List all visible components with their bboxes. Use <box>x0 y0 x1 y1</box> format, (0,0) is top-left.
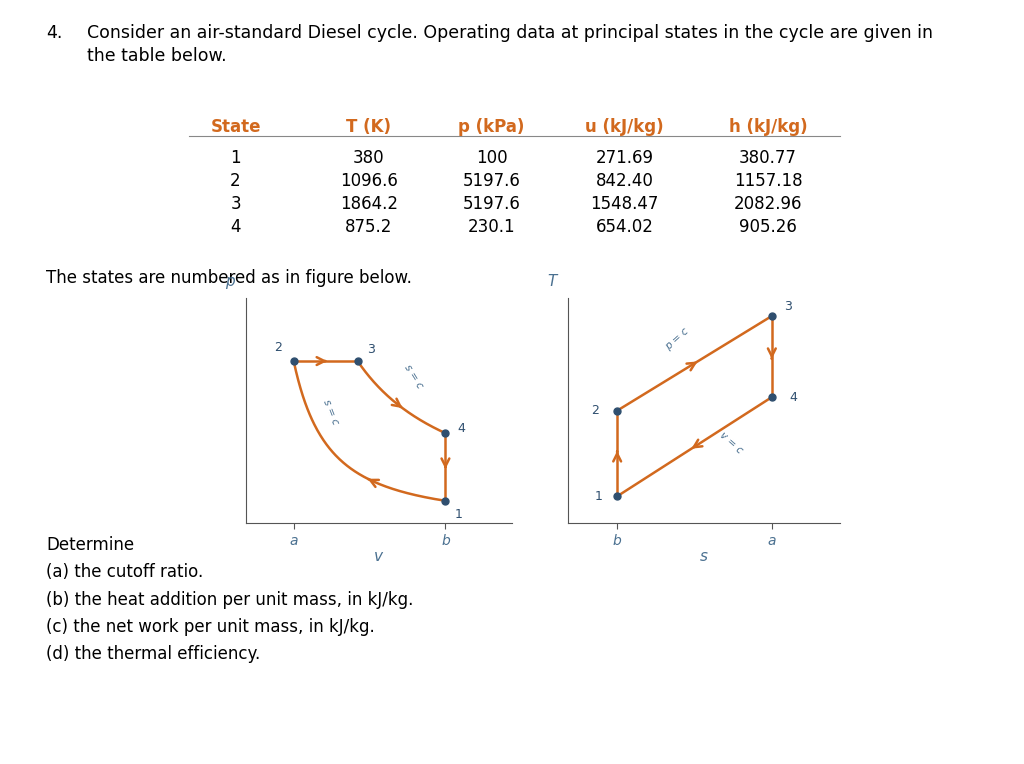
Text: the table below.: the table below. <box>87 47 226 66</box>
Text: State: State <box>210 118 261 137</box>
Text: 3: 3 <box>230 195 241 213</box>
Text: Determine
(a) the cutoff ratio.
(b) the heat addition per unit mass, in kJ/kg.
(: Determine (a) the cutoff ratio. (b) the … <box>46 536 414 662</box>
Text: 4.: 4. <box>46 24 62 43</box>
Text: p = c: p = c <box>664 326 690 351</box>
Text: v = c: v = c <box>718 430 744 455</box>
Text: 1: 1 <box>455 508 463 521</box>
Text: s = c: s = c <box>322 398 341 426</box>
Text: 380.77: 380.77 <box>739 149 797 167</box>
Text: h (kJ/kg): h (kJ/kg) <box>729 118 807 137</box>
Text: 4: 4 <box>230 218 241 236</box>
Text: 842.40: 842.40 <box>596 172 653 190</box>
Text: 1: 1 <box>594 490 602 503</box>
Text: p (kPa): p (kPa) <box>459 118 524 137</box>
Text: 1864.2: 1864.2 <box>340 195 397 213</box>
Text: 2: 2 <box>230 172 241 190</box>
Text: 1157.18: 1157.18 <box>733 172 803 190</box>
Text: 3: 3 <box>367 343 375 356</box>
Text: 1548.47: 1548.47 <box>591 195 658 213</box>
Text: s = c: s = c <box>402 362 425 390</box>
Text: 1096.6: 1096.6 <box>340 172 397 190</box>
Text: 4: 4 <box>790 390 798 403</box>
Text: 5197.6: 5197.6 <box>463 172 520 190</box>
Text: 5197.6: 5197.6 <box>463 195 520 213</box>
Y-axis label: p: p <box>225 274 234 289</box>
Text: 4: 4 <box>458 422 465 435</box>
Text: 2: 2 <box>592 404 599 417</box>
Text: u (kJ/kg): u (kJ/kg) <box>586 118 664 137</box>
Text: 1: 1 <box>230 149 241 167</box>
Text: The states are numbered as in figure below.: The states are numbered as in figure bel… <box>46 269 412 287</box>
Text: 3: 3 <box>784 300 792 313</box>
Text: 271.69: 271.69 <box>596 149 653 167</box>
X-axis label: s: s <box>700 549 708 564</box>
Text: 654.02: 654.02 <box>596 218 653 236</box>
Y-axis label: T: T <box>548 274 557 289</box>
Text: 2: 2 <box>273 341 282 354</box>
Text: Consider an air-standard Diesel cycle. Operating data at principal states in the: Consider an air-standard Diesel cycle. O… <box>87 24 933 43</box>
Text: 230.1: 230.1 <box>468 218 515 236</box>
Text: 380: 380 <box>353 149 384 167</box>
Text: 875.2: 875.2 <box>345 218 392 236</box>
Text: T (K): T (K) <box>346 118 391 137</box>
Text: 905.26: 905.26 <box>739 218 797 236</box>
X-axis label: v: v <box>375 549 383 564</box>
Text: 2082.96: 2082.96 <box>734 195 802 213</box>
Text: 100: 100 <box>476 149 507 167</box>
